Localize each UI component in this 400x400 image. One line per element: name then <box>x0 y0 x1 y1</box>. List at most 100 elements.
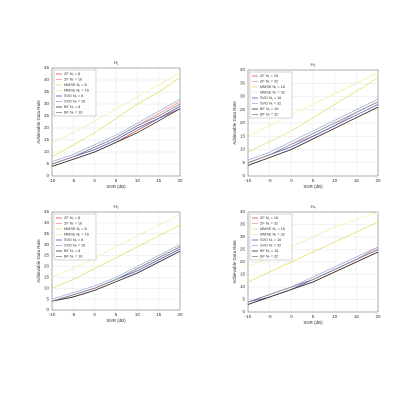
legend-label: MMSE Nₜ = 8 <box>64 83 87 87</box>
y-tick-label: 25 <box>240 247 246 252</box>
series-line <box>51 244 181 300</box>
y-tick-label: 0 <box>46 307 49 312</box>
y-tick-label: 40 <box>44 77 50 82</box>
axes-box <box>51 211 181 311</box>
series-line <box>247 77 379 153</box>
x-tick-label: 15 <box>156 178 162 183</box>
y-tick-label: 5 <box>46 296 49 301</box>
x-tick-label: 10 <box>135 178 141 183</box>
series-line <box>247 101 379 164</box>
x-tick-label: 20 <box>177 312 183 317</box>
y-tick-label: 15 <box>240 272 246 277</box>
series-line <box>51 103 181 165</box>
legend-label: ZF Nₜ = 32 <box>260 80 278 84</box>
legend-label: MMSE Nₜ = 16 <box>260 85 285 89</box>
x-axis-label: SNR (dB) <box>303 320 323 325</box>
chart-title: H₁ <box>114 60 119 65</box>
legend-label: SVD Nₜ = 32 <box>260 244 281 248</box>
chart-title: H₃ <box>113 204 118 209</box>
x-tick-label: -10 <box>49 312 56 317</box>
legend-label: BF Nₜ = 32 <box>260 113 278 117</box>
x-tick-label: -10 <box>49 178 56 183</box>
x-tick-label: -10 <box>245 178 252 183</box>
legend-label: SVD Nₜ = 16 <box>64 244 85 248</box>
x-tick-label: -5 <box>268 178 272 183</box>
legend-label: ZF Nₜ = 8 <box>64 216 80 220</box>
y-tick-label: 25 <box>44 253 50 258</box>
y-tick-label: 35 <box>44 231 50 236</box>
legend-label: BF Nₜ = 16 <box>64 111 82 115</box>
x-tick-label: 5 <box>115 312 118 317</box>
series-line <box>247 72 379 137</box>
y-tick-label: 0 <box>46 173 49 178</box>
legend-box <box>249 71 293 119</box>
y-tick-label: 25 <box>240 107 246 112</box>
y-tick-label: 45 <box>44 209 50 214</box>
y-tick-label: 30 <box>44 242 50 247</box>
legend-label: ZF Nₜ = 16 <box>260 74 278 78</box>
x-tick-label: -10 <box>245 314 252 319</box>
y-tick-label: 0 <box>242 309 245 314</box>
legend-label: BF Nₜ = 16 <box>64 255 82 259</box>
y-tick-label: 40 <box>44 220 50 225</box>
legend-label: SVD Nₜ = 8 <box>64 94 83 98</box>
series-line <box>51 246 181 302</box>
series-line <box>51 224 181 289</box>
y-axis-label: Achievable Data Rate <box>36 100 41 144</box>
series-line <box>51 213 181 278</box>
y-tick-label: 15 <box>44 137 50 142</box>
x-tick-label: 20 <box>177 178 183 183</box>
legend-label: BF Nₜ = 8 <box>64 249 80 253</box>
y-tick-label: 25 <box>44 113 50 118</box>
x-tick-label: 20 <box>375 314 381 319</box>
series-line <box>51 250 181 302</box>
legend-box <box>53 213 97 261</box>
y-tick-label: 5 <box>46 161 49 166</box>
x-tick-label: 0 <box>93 178 96 183</box>
y-axis-label: Achievable Data Rate <box>36 239 41 283</box>
y-tick-label: 5 <box>242 160 245 165</box>
legend-label: ZF Nₜ = 16 <box>64 78 82 82</box>
legend-label: MMSE Nₜ = 16 <box>260 227 285 231</box>
y-tick-label: 40 <box>240 209 246 214</box>
series-line <box>247 251 379 305</box>
x-tick-label: 20 <box>375 178 381 183</box>
x-tick-label: 15 <box>354 314 360 319</box>
legend-label: SVD Nₜ = 8 <box>64 238 83 242</box>
legend-label: MMSE Nₜ = 32 <box>260 91 285 95</box>
x-tick-label: 15 <box>156 312 162 317</box>
series-line <box>247 98 379 161</box>
legend-label: ZF Nₜ = 32 <box>260 222 278 226</box>
y-tick-label: 5 <box>242 297 245 302</box>
series-line <box>51 98 181 162</box>
legend-label: MMSE Nₜ = 16 <box>64 89 89 93</box>
y-tick-label: 35 <box>44 89 50 94</box>
chart-title: H₂ <box>311 62 316 67</box>
x-axis-label: SNR (dB) <box>106 318 126 323</box>
legend-label: MMSE Nₜ = 8 <box>64 227 87 231</box>
series-line <box>247 249 379 303</box>
legend-label: BF Nₜ = 16 <box>260 107 278 111</box>
y-tick-label: 30 <box>240 94 246 99</box>
legend-box <box>53 69 97 117</box>
x-tick-label: 0 <box>93 312 96 317</box>
legend-label: SVD Nₜ = 16 <box>260 238 281 242</box>
y-tick-label: 20 <box>44 264 50 269</box>
x-tick-label: -5 <box>71 312 75 317</box>
x-tick-label: 5 <box>115 178 118 183</box>
y-tick-label: 30 <box>44 101 50 106</box>
legend-label: BF Nₜ = 32 <box>260 255 278 259</box>
y-tick-label: 10 <box>240 147 246 152</box>
legend-label: ZF Nₜ = 16 <box>64 222 82 226</box>
series-line <box>247 221 379 283</box>
y-tick-label: 10 <box>44 149 50 154</box>
series-line <box>51 72 181 143</box>
series-line <box>247 106 379 166</box>
x-tick-label: 15 <box>354 178 360 183</box>
legend-box <box>249 213 293 261</box>
axes-box <box>247 69 379 177</box>
y-tick-label: 10 <box>44 285 50 290</box>
y-tick-label: 10 <box>240 284 246 289</box>
y-axis-label: Achievable Data Rate <box>232 240 237 284</box>
